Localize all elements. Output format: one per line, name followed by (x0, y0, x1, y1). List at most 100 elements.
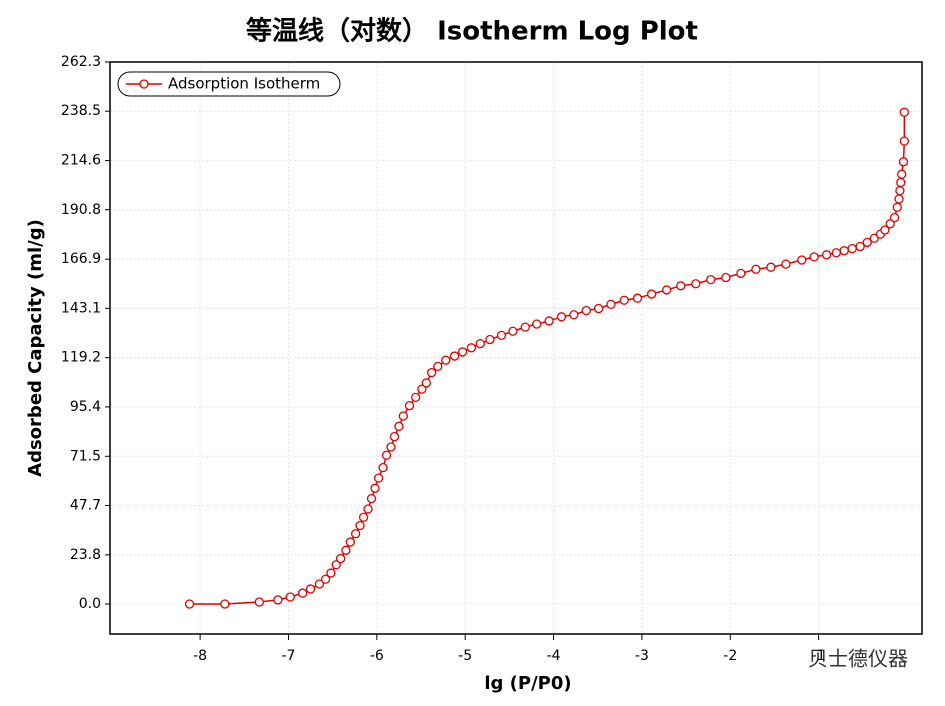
data-point (736, 268, 746, 279)
data-point (331, 560, 341, 570)
data-point (411, 392, 421, 403)
data-point (508, 326, 518, 336)
y-tick-label: 262.3 (61, 54, 101, 70)
data-point (398, 411, 408, 421)
data-point (285, 592, 295, 602)
data-point (386, 442, 396, 452)
data-point (721, 272, 731, 283)
data-point (809, 252, 819, 262)
data-point (821, 250, 832, 260)
data-point (457, 347, 468, 357)
x-tick-label: -5 (458, 648, 472, 664)
y-tick-label: 119.2 (61, 350, 101, 366)
y-tick-label: 166.9 (61, 251, 101, 267)
data-point (544, 316, 554, 326)
y-tick-label: 238.5 (61, 103, 101, 119)
legend-label: Adsorption Isotherm (168, 75, 320, 93)
data-point (466, 343, 477, 353)
legend-box (117, 71, 341, 97)
data-point (363, 504, 373, 514)
data-point (297, 588, 308, 598)
x-axis-label: lg (P/P0) (484, 673, 571, 694)
data-point (619, 295, 629, 305)
data-point (358, 512, 369, 522)
data-point (889, 212, 900, 223)
data-point (862, 237, 872, 248)
x-tick-label: -4 (547, 648, 561, 664)
data-point (781, 259, 791, 269)
data-point (433, 361, 443, 372)
data-point (373, 473, 384, 483)
data-point (326, 568, 336, 578)
data-point (797, 255, 807, 265)
data-point (593, 303, 604, 314)
data-point (706, 274, 716, 285)
data-point (766, 262, 776, 272)
x-tick-label: -2 (723, 648, 737, 664)
data-point (220, 599, 230, 609)
legend-marker (139, 79, 149, 89)
x-tick-label: -1 (812, 648, 826, 664)
watermark: 贝士德仪器 (808, 647, 908, 671)
data-point (370, 483, 380, 493)
legend: Adsorption Isotherm (117, 71, 341, 97)
data-point (475, 339, 485, 349)
data-point (831, 248, 841, 258)
x-tick-label: -7 (281, 648, 295, 664)
y-tick-label: 23.8 (70, 547, 101, 563)
data-point (366, 493, 377, 504)
data-point (404, 401, 415, 411)
x-tick-label: -6 (370, 648, 384, 664)
data-point (691, 279, 701, 289)
data-point (314, 579, 325, 589)
data-point (341, 545, 351, 555)
data-point (855, 241, 865, 252)
data-point (839, 246, 849, 256)
data-point (569, 310, 579, 320)
data-point (254, 597, 264, 607)
data-point (305, 584, 316, 594)
data-point (421, 378, 431, 388)
data-point (869, 233, 879, 243)
data-point (320, 574, 331, 584)
y-tick-label: 71.5 (70, 448, 101, 464)
data-point (394, 421, 404, 431)
data-point (378, 462, 388, 473)
data-point (899, 136, 909, 146)
y-tick-label: 0.0 (79, 596, 101, 612)
data-point (441, 355, 451, 365)
data-point (273, 595, 283, 605)
x-tick-label: -3 (635, 648, 649, 664)
data-point (556, 312, 567, 322)
y-tick-label: 190.8 (61, 202, 101, 218)
y-tick-label: 143.1 (61, 300, 101, 316)
data-point (426, 367, 437, 378)
y-tick-label: 95.4 (70, 399, 101, 415)
data-point (496, 330, 507, 341)
data-point (345, 537, 355, 547)
data-point (355, 520, 365, 531)
chart-title: 等温线（对数） Isotherm Log Plot (246, 16, 698, 47)
data-point (184, 599, 195, 609)
data-point (381, 450, 392, 460)
data-point (895, 186, 905, 196)
data-point (606, 299, 616, 310)
data-point (661, 285, 672, 295)
data-point (417, 384, 427, 394)
data-point (897, 169, 907, 179)
data-point (646, 289, 657, 299)
data-point (520, 322, 530, 332)
data-point (892, 202, 902, 212)
data-point (751, 264, 761, 274)
data-point (350, 529, 361, 539)
data-point (898, 157, 909, 167)
data-point (880, 225, 890, 235)
data-point (335, 553, 346, 564)
data-point (676, 281, 686, 291)
data-point (632, 293, 643, 303)
y-tick-label: 47.7 (70, 497, 101, 513)
data-point (532, 319, 542, 329)
data-point (449, 351, 460, 361)
data-point (885, 219, 895, 229)
